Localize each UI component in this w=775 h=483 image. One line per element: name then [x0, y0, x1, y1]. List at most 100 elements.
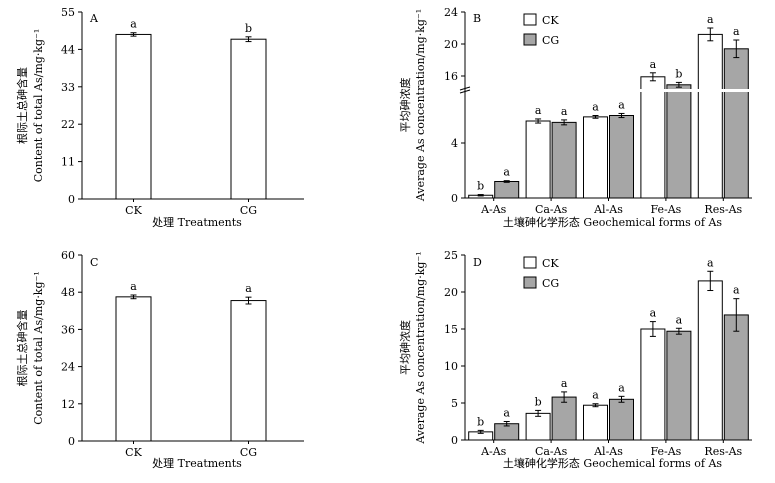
legend-swatch-ck [523, 256, 537, 269]
y-tick-label: 0 [68, 435, 75, 448]
significance-letter: a [592, 389, 599, 402]
bar-ck-ca-as [525, 120, 551, 199]
y-tick-label: 24 [61, 361, 75, 374]
significance-letter: a [561, 377, 568, 390]
legend-swatch-cg [523, 33, 537, 46]
x-tick-label: Ca-As [535, 445, 568, 458]
bar-cg-res-as [723, 314, 749, 441]
significance-letter: a [503, 166, 510, 179]
bar-ck-al-as [583, 116, 608, 199]
y-tick-label: 48 [61, 286, 75, 299]
y-tick-label: 12 [61, 398, 75, 411]
bar-cg-fe-as [666, 330, 692, 441]
bar-cg-fe-as [666, 84, 692, 199]
bar-ck [115, 296, 152, 442]
y-axis-label-en: Content of total As/mg·kg⁻¹ [32, 29, 45, 182]
significance-letter: a [561, 105, 568, 118]
significance-letter: b [477, 415, 484, 428]
bar-ck-fe-as [640, 76, 666, 199]
x-tick-label: CK [125, 204, 142, 217]
x-tick-label: A-As [480, 203, 507, 216]
significance-letter: a [650, 307, 657, 320]
bar-cg-res-as [723, 48, 749, 199]
y-axis-label-en: Content of total As/mg·kg⁻¹ [32, 271, 45, 424]
x-tick-label: Ca-As [535, 203, 568, 216]
y-tick-label: 0 [451, 192, 458, 205]
x-tick-label: CG [240, 446, 257, 459]
significance-letter: a [733, 284, 740, 297]
axis-break-gap [459, 89, 752, 92]
y-tick-label: 0 [68, 193, 75, 206]
y-tick-label: 20 [444, 38, 458, 51]
bar-cg-ca-as [551, 121, 577, 199]
legend-label: CK [542, 14, 559, 27]
y-tick-label: 25 [444, 249, 458, 262]
bar-ck-res-as [697, 33, 723, 199]
y-tick-label: 44 [61, 43, 75, 56]
y-tick-label: 36 [61, 323, 75, 336]
bar-cg-al-as [609, 398, 634, 441]
legend-label: CK [542, 257, 559, 270]
significance-letter: b [245, 22, 252, 35]
y-tick-label: 0 [451, 434, 458, 447]
significance-letter: b [535, 395, 542, 408]
significance-letter: b [477, 180, 484, 193]
y-tick-label: 60 [61, 249, 75, 262]
y-axis-label-cn: 根际土总砷含量 [15, 67, 29, 144]
x-axis-label: 处理 Treatments [152, 216, 242, 229]
significance-letter: a [676, 313, 683, 326]
panel-letter: D [473, 256, 482, 269]
significance-letter: a [733, 25, 740, 38]
x-tick-label: CG [240, 204, 257, 217]
y-tick-label: 24 [444, 6, 458, 19]
y-tick-label: 5 [451, 397, 458, 410]
y-tick-label: 11 [61, 156, 75, 169]
y-tick-label: 16 [444, 70, 458, 83]
x-axis-label: 土壤砷化学形态 Geochemical forms of As [503, 215, 723, 229]
panel-letter: A [89, 12, 99, 25]
x-axis-label: 土壤砷化学形态 Geochemical forms of As [503, 456, 723, 470]
legend-label: CG [542, 34, 559, 47]
y-tick-label: 4 [451, 137, 458, 150]
bar-ck-al-as [583, 404, 608, 441]
bar-cg-a-as [494, 181, 520, 199]
y-tick-label: 33 [61, 81, 75, 94]
legend-label: CG [542, 277, 559, 290]
significance-letter: a [618, 98, 625, 111]
x-tick-label: Al-As [593, 445, 623, 458]
significance-letter: a [618, 381, 625, 394]
bar-cg-al-as [609, 115, 634, 199]
bar-cg [230, 38, 267, 200]
bar-cg-ca-as [551, 396, 577, 441]
significance-letter: a [650, 58, 657, 71]
y-tick-label: 15 [444, 323, 458, 336]
y-tick-label: 22 [61, 118, 75, 131]
significance-letter: a [535, 104, 542, 117]
y-tick-label: 20 [444, 286, 458, 299]
x-tick-label: Fe-As [650, 445, 681, 458]
panel-letter: B [473, 12, 481, 25]
y-axis-label-cn: 根际土总砷含量 [15, 310, 29, 387]
y-tick-label: 55 [61, 6, 75, 19]
x-tick-label: Res-As [704, 203, 742, 216]
panel-letter: C [90, 256, 98, 269]
bar-ck-res-as [697, 280, 723, 441]
x-tick-label: Al-As [593, 203, 623, 216]
y-axis-label-cn: 平均砷浓度 [398, 78, 412, 133]
y-axis-label-en: Average As concentration/mg·kg⁻¹ [414, 9, 427, 202]
x-axis-label: 处理 Treatments [152, 457, 242, 470]
bar-ck [115, 33, 152, 200]
significance-letter: a [245, 282, 252, 295]
bar-ck-ca-as [525, 412, 551, 441]
legend-swatch-cg [523, 276, 537, 289]
legend-swatch-ck [523, 13, 537, 26]
significance-letter: a [503, 407, 510, 420]
significance-letter: a [130, 280, 137, 293]
y-tick-label: 10 [444, 360, 458, 373]
significance-letter: a [130, 18, 137, 31]
x-tick-label: Res-As [704, 445, 742, 458]
x-tick-label: CK [125, 446, 142, 459]
significance-letter: a [707, 13, 714, 26]
